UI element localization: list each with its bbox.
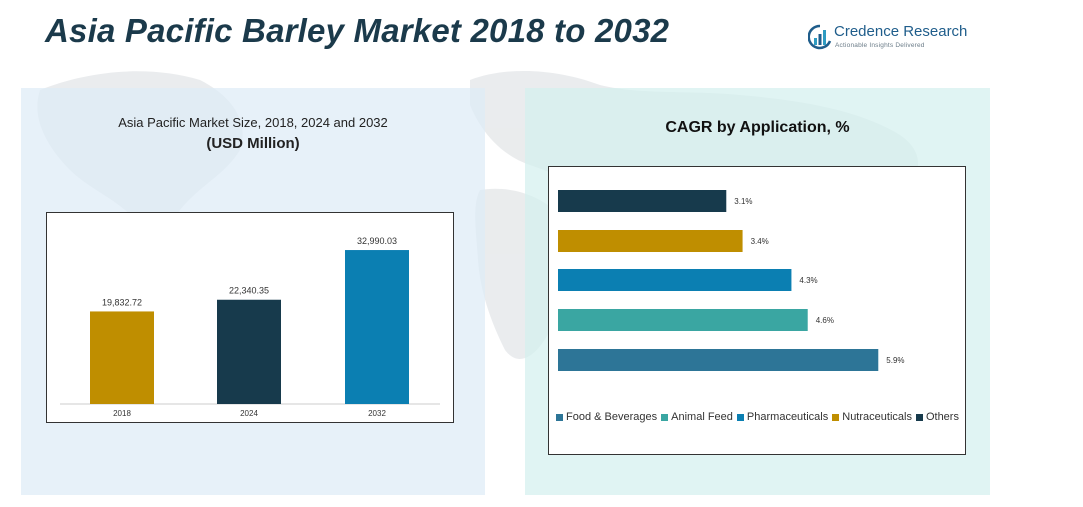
bar-value-label: 4.6% [816,316,834,325]
bar-value-label: 4.3% [799,276,817,285]
bar-2024 [217,299,281,404]
cagr-legend: Food & Beverages Animal Feed Pharmaceutica… [550,411,965,423]
legend-swatch [832,413,840,421]
legend-swatch [661,413,669,421]
bar-2018 [90,311,154,404]
title-main: Asia Pacific Barley Market [45,12,471,49]
brand-name: Credence Research [834,23,968,40]
x-tick-label: 2032 [368,409,386,418]
legend-swatch [736,413,744,421]
legend-item: Others [915,411,959,423]
legend-item: Nutraceuticals [832,411,912,423]
bar-value-label: 19,832.72 [102,297,142,307]
credence-logo-icon [808,24,832,50]
market-size-unit: (USD Million) [206,135,300,152]
bar-others [558,190,727,212]
x-tick-label: 2018 [113,409,131,418]
legend-item: Food & Beverages [556,411,657,423]
brand-logo: Credence Research Actionable Insights De… [808,22,978,52]
market-size-bar-chart: 19,832.72 2018 22,340.35 2024 32,990.03 2032 [46,212,454,423]
legend-swatch [915,413,923,421]
bar-value-label: 3.4% [751,237,769,246]
legend-label: Others [925,411,959,423]
legend-item: Animal Feed [661,411,733,423]
legend-label: Pharmaceuticals [746,411,829,423]
legend-label: Animal Feed [671,411,733,423]
bar-nutraceuticals [558,230,743,252]
bar-value-label: 3.1% [734,197,752,206]
bar-value-label: 32,990.03 [357,236,397,246]
title-years: 2018 to 2032 [470,12,670,49]
bar-food-beverages [558,349,879,371]
legend-swatch [556,413,564,421]
legend-label: Food & Beverages [566,411,658,423]
bar-value-label: 5.9% [886,356,904,365]
cagr-bar-chart: 3.1% 3.4% 4.3% 4.6% 5.9% [548,166,966,455]
page-title: Asia Pacific Barley Market 2018 to 2032 [45,12,669,50]
bar-2032 [345,250,409,404]
legend-item: Pharmaceuticals [736,411,829,423]
bar-animal-feed [558,309,808,331]
bar-pharmaceuticals [558,269,792,291]
market-size-subtitle: Asia Pacific Market Size, 2018, 2024 and… [118,115,388,130]
bar-value-label: 22,340.35 [229,286,269,296]
legend-label: Nutraceuticals [842,411,912,423]
brand-tagline: Actionable Insights Delivered [835,42,925,49]
cagr-chart-title: CAGR by Application, % [665,119,850,136]
x-tick-label: 2024 [240,409,258,418]
